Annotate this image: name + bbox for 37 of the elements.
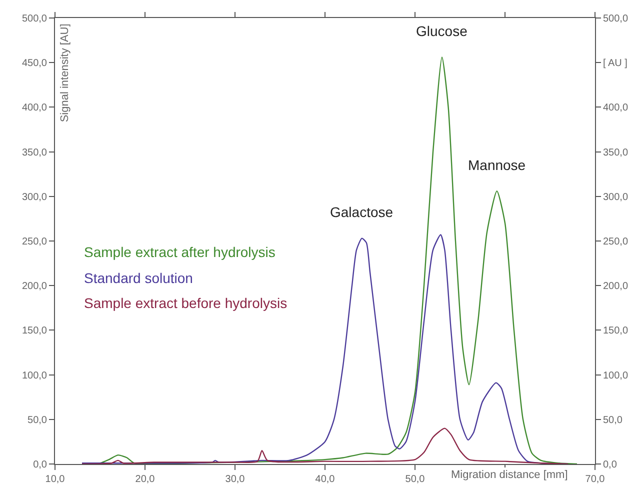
y-tick-label: 200,0 bbox=[22, 281, 48, 292]
y2-tick-label: 200,0 bbox=[603, 281, 628, 292]
x-tick-label: 10,0 bbox=[45, 474, 66, 485]
y2-tick-label: 250,0 bbox=[603, 236, 628, 248]
text: Sample extract after hydrolysis bbox=[84, 244, 276, 260]
annotation: Glucose bbox=[416, 23, 468, 39]
y2-tick-label: 500,0 bbox=[603, 14, 628, 24]
line-series bbox=[81, 428, 569, 464]
x-tick-label: 70,0 bbox=[585, 474, 606, 485]
x-tick-label: 20,0 bbox=[135, 474, 156, 485]
x-tick-label: 50,0 bbox=[405, 474, 426, 485]
y-tick-label: 150,0 bbox=[22, 326, 48, 337]
annotation: Galactose bbox=[330, 204, 394, 220]
y2-tick-label: [ AU ] bbox=[603, 58, 628, 70]
x-tick-label: 30,0 bbox=[225, 474, 246, 485]
y2-tick-label: 400,0 bbox=[603, 102, 628, 114]
x-tick-label: 40,0 bbox=[315, 474, 336, 485]
y2-tick-label: 100,0 bbox=[603, 370, 628, 382]
x-axis-title: Migration distance [mm] bbox=[451, 469, 568, 481]
annotation: Mannose bbox=[468, 157, 526, 173]
y-tick-label: 250,0 bbox=[22, 236, 48, 248]
y-tick-label: 300,0 bbox=[22, 192, 48, 203]
y2-tick-label: 350,0 bbox=[603, 147, 628, 158]
y-tick-label: 450,0 bbox=[22, 58, 48, 70]
y-axis-title: Signal intensity [AU] bbox=[59, 24, 72, 122]
y-tick-label: 350,0 bbox=[22, 147, 48, 158]
y2-tick-label: 300,0 bbox=[603, 192, 628, 203]
y-tick-label: 0,0 bbox=[33, 460, 48, 470]
y-tick-label: 500,0 bbox=[22, 14, 48, 24]
text: Sample extract before hydrolysis bbox=[84, 295, 288, 311]
y-tick-label: 100,0 bbox=[22, 370, 48, 382]
y-tick-label: 50,0 bbox=[28, 414, 48, 426]
y2-tick-label: 50,0 bbox=[603, 414, 623, 426]
text: Standard solution bbox=[84, 270, 193, 286]
y-tick-label: 400,0 bbox=[22, 102, 48, 114]
y2-tick-label: 150,0 bbox=[603, 326, 628, 337]
y2-tick-label: 0,0 bbox=[603, 460, 618, 470]
